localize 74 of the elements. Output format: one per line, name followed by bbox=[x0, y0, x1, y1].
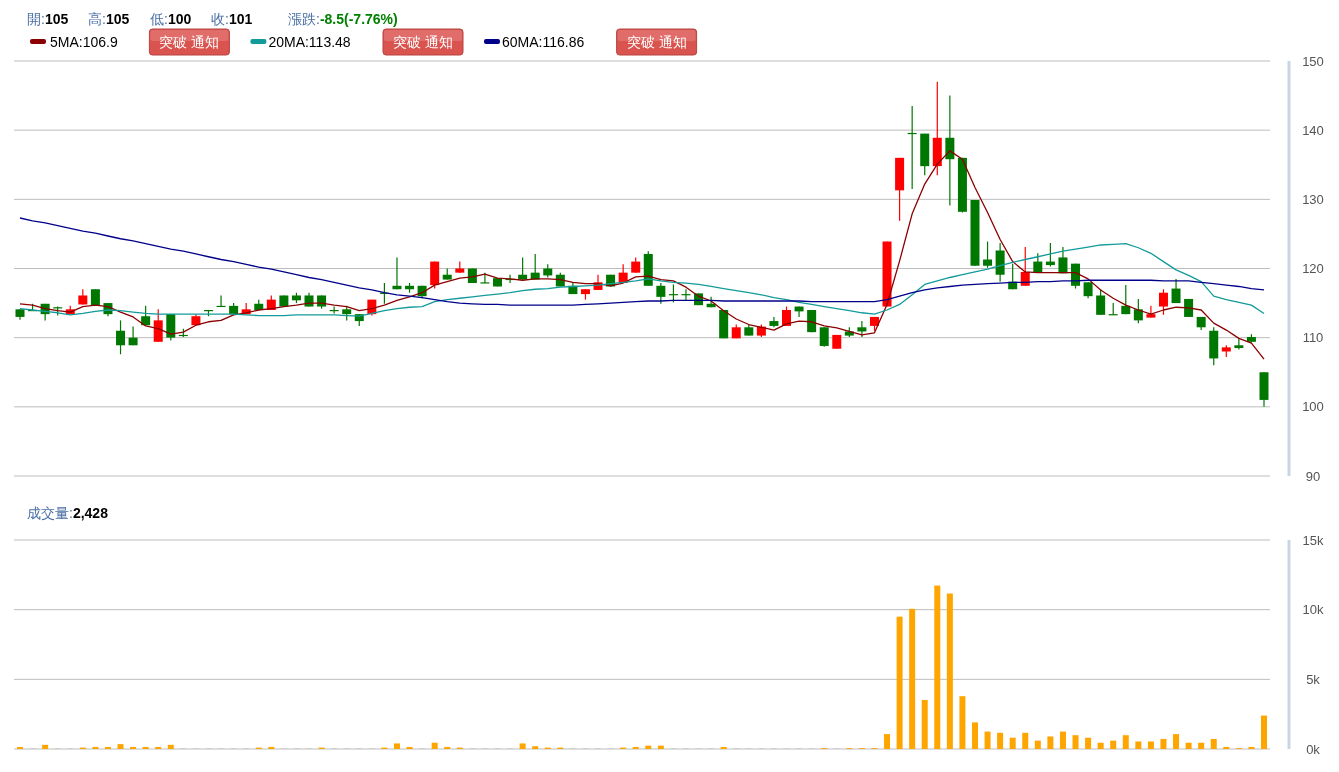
bar bbox=[1034, 740, 1041, 749]
bar bbox=[1047, 736, 1054, 749]
bar bbox=[959, 696, 966, 749]
bar bbox=[1085, 737, 1092, 749]
y-tick-label: 140 bbox=[1302, 122, 1324, 138]
candlestick bbox=[1171, 278, 1181, 304]
bar bbox=[393, 743, 400, 749]
candlestick bbox=[480, 272, 490, 284]
candlestick bbox=[1146, 305, 1156, 319]
y-tick-label: 0k bbox=[1306, 741, 1321, 757]
bar bbox=[1147, 741, 1154, 749]
bar bbox=[971, 722, 978, 749]
bar bbox=[1198, 742, 1205, 749]
candlestick bbox=[983, 240, 993, 269]
bar bbox=[1110, 740, 1117, 749]
y-tick-label: 90 bbox=[1305, 468, 1321, 484]
legend-label: 20MA:113.48 bbox=[268, 33, 351, 50]
candlestick bbox=[1234, 338, 1244, 351]
text: 漲跌:-8.5(-7.76%) bbox=[288, 11, 398, 27]
bar bbox=[884, 734, 891, 749]
notify-button: 突破 通知 bbox=[148, 28, 230, 56]
candlestick bbox=[857, 320, 867, 338]
bar bbox=[1185, 742, 1192, 749]
bar bbox=[1122, 735, 1129, 749]
chart-title: 成交量:2,428 bbox=[27, 505, 109, 521]
y-tick-label: 150 bbox=[1302, 53, 1324, 69]
bar bbox=[1072, 735, 1079, 749]
legend-label: 5MA:106.9 bbox=[50, 33, 118, 50]
y-tick-label: 100 bbox=[1302, 399, 1324, 415]
text: 高:105 bbox=[88, 11, 130, 27]
bar bbox=[1009, 737, 1016, 749]
candlestick bbox=[1096, 288, 1106, 316]
candlestick bbox=[819, 326, 829, 348]
candlestick bbox=[116, 319, 126, 355]
bar bbox=[519, 743, 526, 749]
text: 收:101 bbox=[211, 11, 253, 27]
bar bbox=[1135, 741, 1142, 749]
candlestick bbox=[153, 308, 163, 343]
candlestick bbox=[656, 282, 666, 305]
text: 低:100 bbox=[150, 11, 192, 27]
bar bbox=[1173, 734, 1180, 749]
y-tick-label: 130 bbox=[1302, 191, 1324, 207]
bar bbox=[946, 593, 953, 749]
legend-label: 60MA:116.86 bbox=[502, 33, 585, 50]
bar bbox=[117, 744, 124, 749]
notify-button: 突破 通知 bbox=[616, 28, 698, 56]
y-tick-label: 120 bbox=[1302, 261, 1324, 277]
bar bbox=[431, 742, 438, 749]
candlestick bbox=[1121, 284, 1131, 315]
bar bbox=[984, 731, 991, 749]
y-tick-label: 15k bbox=[1302, 532, 1324, 548]
notify-button: 突破 通知 bbox=[382, 28, 464, 56]
bar bbox=[1160, 738, 1167, 749]
candlestick bbox=[1158, 288, 1168, 316]
bar bbox=[1210, 738, 1217, 749]
text: 開:105 bbox=[27, 11, 69, 27]
bar bbox=[1059, 731, 1066, 749]
y-tick-label: 5k bbox=[1306, 671, 1321, 687]
y-tick-label: 110 bbox=[1302, 330, 1324, 346]
bar bbox=[1022, 732, 1029, 749]
bar bbox=[934, 585, 941, 749]
bar bbox=[896, 616, 903, 749]
candlestick bbox=[430, 260, 440, 290]
bar bbox=[1097, 742, 1104, 749]
y-tick-label: 10k bbox=[1302, 602, 1324, 618]
bar bbox=[909, 608, 916, 749]
bar bbox=[42, 744, 49, 749]
candlestick bbox=[1058, 246, 1068, 274]
bar bbox=[167, 744, 174, 749]
bar bbox=[1261, 715, 1267, 749]
bar bbox=[921, 699, 928, 749]
line-series bbox=[19, 217, 1265, 306]
candlestick bbox=[945, 94, 955, 207]
bar bbox=[997, 732, 1004, 749]
